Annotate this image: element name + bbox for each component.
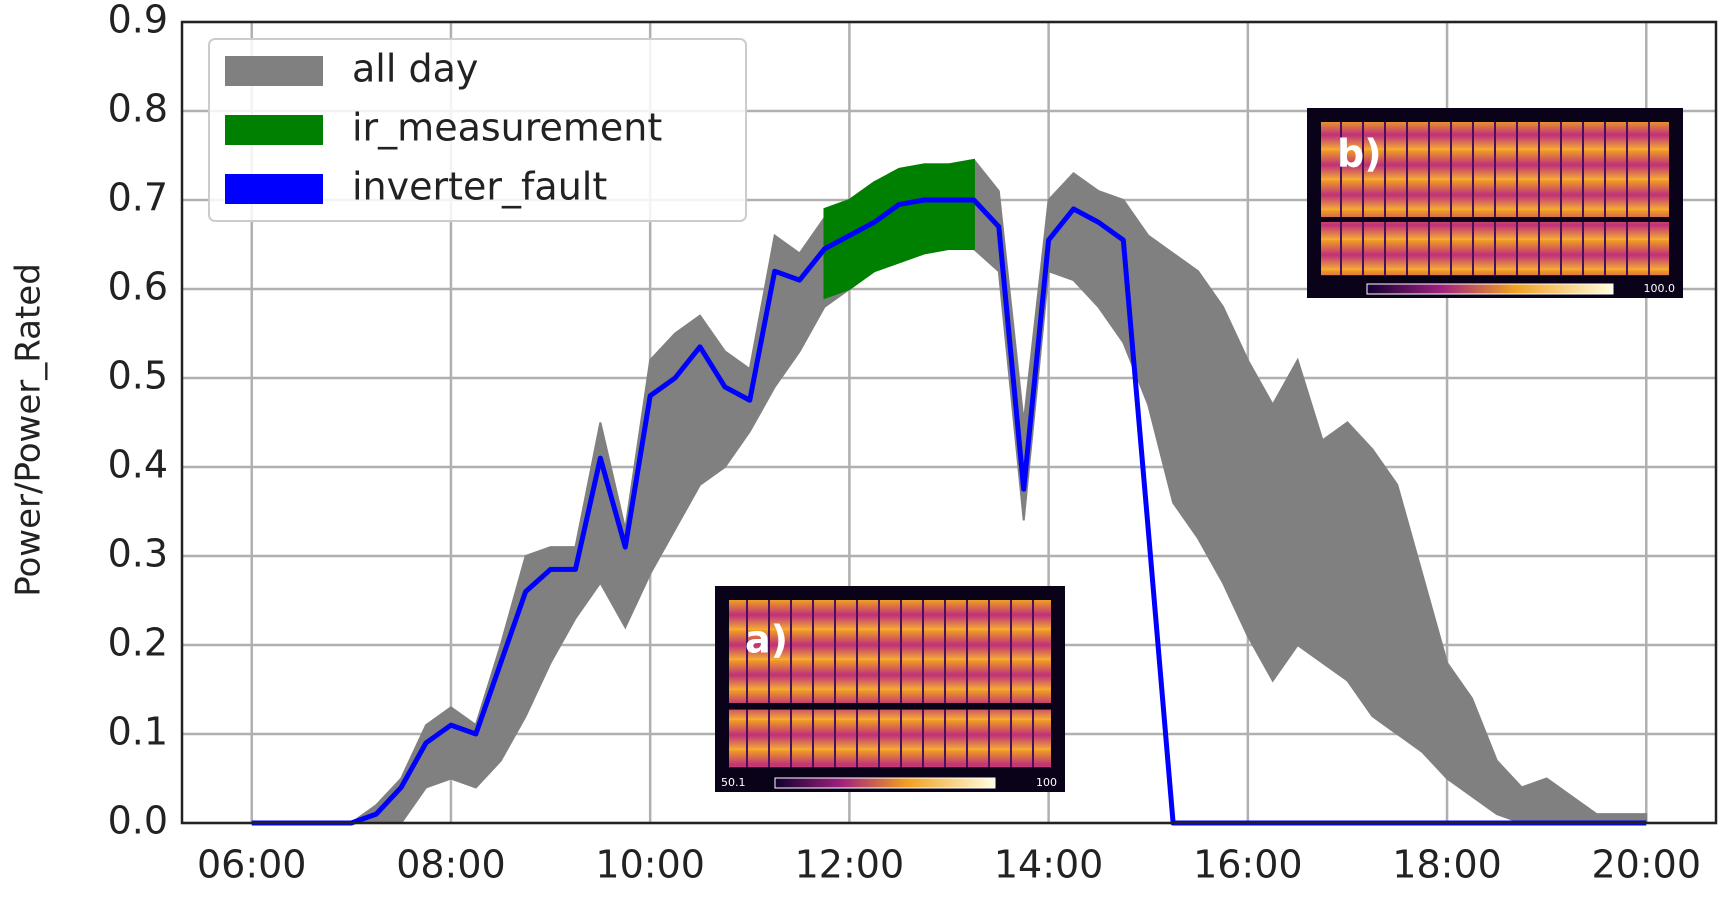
x-tick-label: 20:00 bbox=[1592, 843, 1702, 887]
x-tick-label: 08:00 bbox=[396, 843, 506, 887]
band-area bbox=[251, 158, 1648, 824]
y-tick-label: 0.9 bbox=[108, 0, 168, 42]
legend-label: inverter_fault bbox=[352, 165, 607, 209]
legend-label: all day bbox=[352, 47, 478, 91]
y-tick-label: 0.4 bbox=[108, 443, 168, 487]
y-tick-label: 0.6 bbox=[108, 265, 168, 309]
x-tick-label: 14:00 bbox=[994, 843, 1104, 887]
panel-row bbox=[729, 709, 1051, 768]
legend-swatch bbox=[225, 115, 323, 145]
inset-label: b) bbox=[1337, 132, 1382, 176]
x-tick-label: 10:00 bbox=[595, 843, 705, 887]
thermal-inset: 50.1 100 a) bbox=[715, 586, 1065, 792]
inset-label: a) bbox=[745, 618, 788, 662]
y-tick-label: 0.8 bbox=[108, 87, 168, 131]
colorbar bbox=[774, 777, 996, 789]
legend-swatch bbox=[225, 56, 323, 86]
colorbar bbox=[1366, 283, 1614, 295]
x-tick-label: 16:00 bbox=[1193, 843, 1303, 887]
colorbar-label: 100.0 bbox=[1644, 282, 1676, 295]
y-tick-label: 0.7 bbox=[108, 176, 168, 220]
panel-row bbox=[1321, 222, 1669, 276]
axes-frame bbox=[180, 20, 1718, 825]
thermal-inset: 100.0 b) bbox=[1307, 108, 1683, 298]
x-tick-label: 18:00 bbox=[1392, 843, 1502, 887]
x-tick-label: 06:00 bbox=[197, 843, 307, 887]
band-area bbox=[823, 158, 975, 300]
y-tick-label: 0.1 bbox=[108, 710, 168, 754]
legend-box bbox=[208, 38, 747, 222]
legend-label: ir_measurement bbox=[352, 106, 662, 150]
x-tick-label: 12:00 bbox=[795, 843, 905, 887]
panel-row bbox=[729, 600, 1051, 703]
y-tick-label: 0.3 bbox=[108, 532, 168, 576]
y-tick-label: 0.2 bbox=[108, 621, 168, 665]
colorbar-label: 100 bbox=[1036, 776, 1057, 789]
y-tick-label: 0.5 bbox=[108, 354, 168, 398]
panel-row bbox=[1321, 122, 1669, 217]
colorbar-label: 50.1 bbox=[721, 776, 746, 789]
legend-swatch bbox=[225, 174, 323, 204]
y-axis-label: Power/Power_Rated bbox=[9, 263, 49, 597]
y-tick-label: 0.0 bbox=[108, 799, 168, 843]
